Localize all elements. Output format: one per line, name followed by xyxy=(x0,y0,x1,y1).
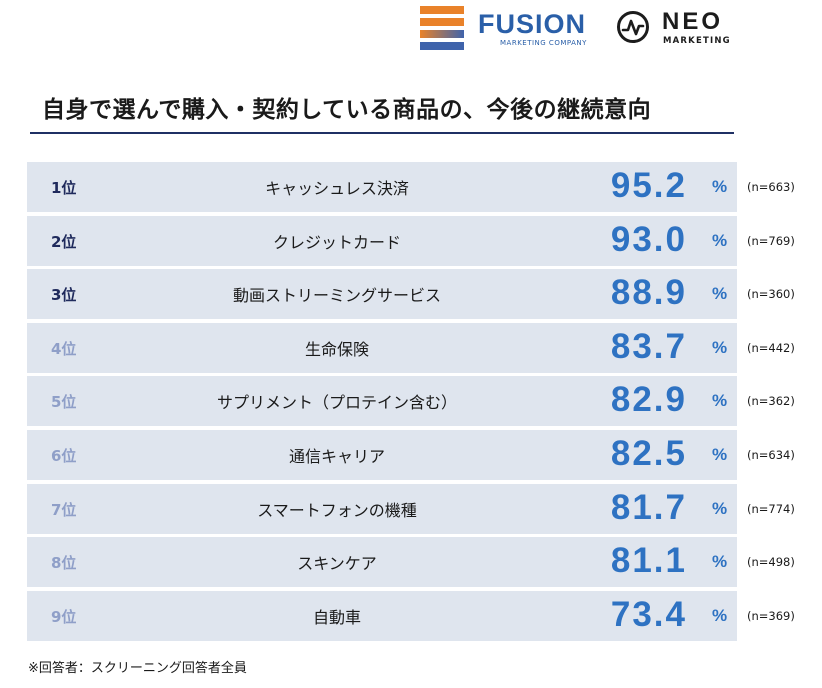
neo-pulse-circle-icon xyxy=(617,11,649,43)
item-label: クレジットカード xyxy=(272,232,401,252)
item-label: スキンケア xyxy=(297,554,377,574)
row-band xyxy=(27,483,737,534)
rank-label: 1位 xyxy=(51,179,77,197)
sample-size: (n=442) xyxy=(747,340,795,355)
chart-title: 自身で選んで購入・契約している商品の、今後の継続意向 xyxy=(42,97,652,123)
rank-label: 2位 xyxy=(51,232,77,251)
value-label: 88.9 xyxy=(610,273,687,313)
value-label: 82.5 xyxy=(610,434,687,473)
value-label: 81.1 xyxy=(610,541,687,581)
item-label: 動画ストリーミングサービス xyxy=(232,286,441,306)
sample-size: (n=498) xyxy=(747,555,795,570)
fusion-stripes-icon xyxy=(420,6,464,50)
percent-unit: % xyxy=(712,445,728,464)
item-label: 通信キャリア xyxy=(288,447,385,466)
value-label: 95.2 xyxy=(610,166,687,205)
ranking-row: 9位 自動車 73.4% (n=369) xyxy=(27,590,817,641)
sample-size: (n=769) xyxy=(747,233,795,248)
percent-unit: % xyxy=(712,391,728,411)
ranking-row: 4位 生命保険 83.7% (n=442) xyxy=(27,322,817,373)
rank-label: 6位 xyxy=(51,447,77,465)
item-label: スマートフォンの機種 xyxy=(257,500,417,520)
item-label: サプリメント（プロテイン含む） xyxy=(216,393,457,413)
ranking-row: 1位 キャッシュレス決済 95.2% (n=663) xyxy=(27,162,817,212)
row-band xyxy=(27,322,737,373)
row-band xyxy=(27,269,737,320)
row-band xyxy=(27,430,737,480)
row-band xyxy=(27,537,737,588)
percent-unit: % xyxy=(712,284,728,304)
item-label: キャッシュレス決済 xyxy=(265,179,409,198)
ranking-row: 7位 スマートフォンの機種 81.7% (n=774) xyxy=(27,483,817,534)
fusion-logo: FUSION MARKETING COMPANY xyxy=(420,6,605,50)
rank-label: 4位 xyxy=(51,339,77,358)
rank-label: 8位 xyxy=(51,554,77,573)
fusion-stripe xyxy=(420,30,464,38)
footnote: ※回答者：スクリーニング回答者全員 xyxy=(28,661,247,676)
value-label: 83.7 xyxy=(610,326,687,366)
percent-unit: % xyxy=(712,337,728,357)
ranking-row: 5位 サプリメント（プロテイン含む） 82.9% (n=362) xyxy=(27,376,817,427)
percent-unit: % xyxy=(712,552,728,572)
fusion-logo-sub: MARKETING COMPANY xyxy=(500,39,587,47)
sample-size: (n=369) xyxy=(747,608,795,623)
neo-logo-name: NEO xyxy=(662,8,724,35)
item-label: 自動車 xyxy=(312,607,361,627)
fusion-logo-name: FUSION xyxy=(478,9,587,39)
percent-unit: % xyxy=(712,605,728,625)
ranking-row: 8位 スキンケア 81.1% (n=498) xyxy=(27,537,817,588)
fusion-stripe xyxy=(420,18,464,26)
row-band xyxy=(27,376,737,427)
neo-logo-sub: MARKETING xyxy=(663,36,731,46)
percent-unit: % xyxy=(712,177,728,196)
value-label: 81.7 xyxy=(610,487,687,527)
value-label: 93.0 xyxy=(610,219,687,259)
sample-size: (n=634) xyxy=(747,448,795,462)
value-label: 82.9 xyxy=(610,380,687,420)
sample-size: (n=360) xyxy=(747,287,795,302)
percent-unit: % xyxy=(712,498,728,518)
row-band xyxy=(27,215,737,266)
percent-unit: % xyxy=(712,230,728,250)
fusion-stripe xyxy=(420,42,464,50)
title-underline xyxy=(30,132,734,134)
rank-label: 9位 xyxy=(51,607,77,626)
rank-label: 3位 xyxy=(51,286,77,305)
fusion-stripe xyxy=(420,6,464,14)
sample-size: (n=663) xyxy=(747,180,795,194)
item-label: 生命保険 xyxy=(304,339,369,359)
row-band xyxy=(27,590,737,641)
ranking-row: 3位 動画ストリーミングサービス 88.9% (n=360) xyxy=(27,269,817,320)
rank-label: 7位 xyxy=(51,500,77,519)
neo-logo: NEO MARKETING xyxy=(616,8,736,50)
ranking-row: 6位 通信キャリア 82.5% (n=634) xyxy=(27,430,817,480)
rank-label: 5位 xyxy=(51,393,77,412)
row-band xyxy=(27,162,737,212)
sample-size: (n=362) xyxy=(747,394,795,409)
ranking-row: 2位 クレジットカード 93.0% (n=769) xyxy=(27,215,817,266)
sample-size: (n=774) xyxy=(747,501,795,516)
value-label: 73.4 xyxy=(610,594,687,634)
